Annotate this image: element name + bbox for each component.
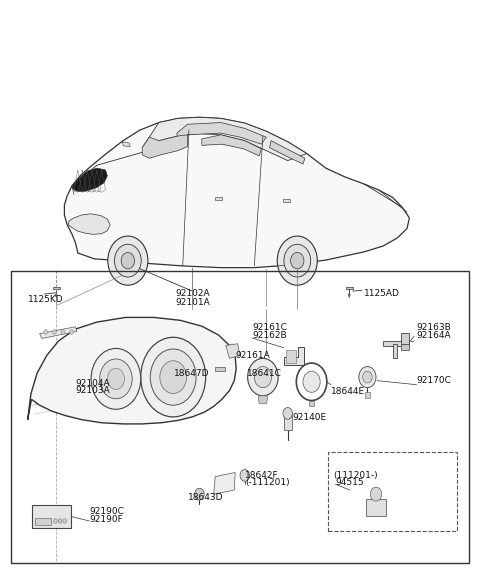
Polygon shape [55, 293, 57, 298]
Text: 92103A: 92103A [75, 386, 110, 395]
Polygon shape [226, 344, 240, 358]
Circle shape [359, 366, 376, 387]
Polygon shape [215, 366, 225, 371]
Text: 94515: 94515 [336, 478, 364, 487]
Polygon shape [33, 505, 71, 528]
Text: 18641C: 18641C [247, 369, 282, 377]
Circle shape [195, 488, 204, 500]
Circle shape [108, 368, 124, 389]
Polygon shape [286, 350, 296, 363]
Text: (-111201): (-111201) [245, 478, 289, 487]
Polygon shape [270, 141, 305, 164]
Circle shape [303, 371, 320, 392]
Polygon shape [348, 293, 350, 298]
Circle shape [160, 360, 187, 393]
Polygon shape [214, 473, 235, 494]
Circle shape [100, 359, 132, 399]
Circle shape [61, 330, 65, 335]
Circle shape [63, 519, 67, 523]
Circle shape [248, 358, 278, 396]
Circle shape [53, 519, 57, 523]
Text: 92164A: 92164A [417, 330, 451, 340]
Polygon shape [283, 199, 289, 202]
Polygon shape [383, 342, 409, 346]
Polygon shape [393, 344, 397, 358]
Polygon shape [142, 117, 307, 161]
Polygon shape [53, 287, 60, 289]
Polygon shape [366, 499, 385, 516]
Text: 92101A: 92101A [175, 298, 210, 306]
Text: 92102A: 92102A [175, 289, 210, 298]
Polygon shape [39, 327, 77, 339]
Polygon shape [401, 344, 409, 350]
Polygon shape [177, 122, 266, 144]
Circle shape [115, 244, 141, 277]
Text: 18643D: 18643D [188, 493, 223, 502]
Text: 18647D: 18647D [173, 369, 209, 377]
Circle shape [91, 349, 141, 409]
Circle shape [141, 338, 205, 417]
Text: 92163B: 92163B [417, 323, 451, 332]
Text: 92104A: 92104A [75, 379, 110, 387]
Text: (111201-): (111201-) [333, 470, 378, 480]
Text: 18642F: 18642F [245, 470, 278, 480]
Bar [328, 452, 457, 531]
Circle shape [150, 349, 196, 405]
Text: 92190F: 92190F [90, 515, 123, 524]
Text: 92162B: 92162B [252, 330, 287, 340]
Circle shape [283, 407, 292, 419]
Text: 1125AD: 1125AD [364, 289, 400, 298]
Text: 92161A: 92161A [235, 350, 270, 359]
Polygon shape [284, 415, 291, 430]
Text: 18644E: 18644E [331, 387, 365, 396]
Polygon shape [346, 287, 353, 289]
Polygon shape [35, 517, 50, 525]
Polygon shape [64, 117, 409, 268]
Polygon shape [284, 347, 304, 365]
Circle shape [284, 244, 311, 277]
Polygon shape [28, 318, 236, 424]
Polygon shape [122, 142, 130, 146]
Circle shape [58, 519, 62, 523]
Text: 1125KD: 1125KD [28, 295, 63, 304]
Polygon shape [309, 400, 314, 406]
Polygon shape [202, 135, 262, 156]
Circle shape [70, 330, 73, 335]
Text: 92170C: 92170C [417, 376, 452, 385]
Text: 92190C: 92190C [90, 507, 124, 516]
Circle shape [240, 470, 250, 481]
Polygon shape [68, 214, 110, 234]
Polygon shape [258, 396, 268, 403]
Circle shape [108, 236, 148, 285]
Circle shape [363, 371, 372, 383]
Polygon shape [215, 198, 222, 201]
Bar [11, 270, 469, 563]
Text: 92161C: 92161C [252, 323, 287, 332]
Circle shape [290, 252, 304, 269]
Text: 92140E: 92140E [292, 413, 326, 422]
Polygon shape [401, 333, 409, 344]
Circle shape [121, 252, 134, 269]
Circle shape [254, 366, 272, 387]
Circle shape [44, 330, 48, 335]
Circle shape [277, 236, 317, 285]
Circle shape [52, 330, 56, 335]
Polygon shape [142, 135, 188, 158]
Polygon shape [72, 168, 108, 192]
Circle shape [370, 487, 382, 501]
Polygon shape [364, 392, 370, 397]
